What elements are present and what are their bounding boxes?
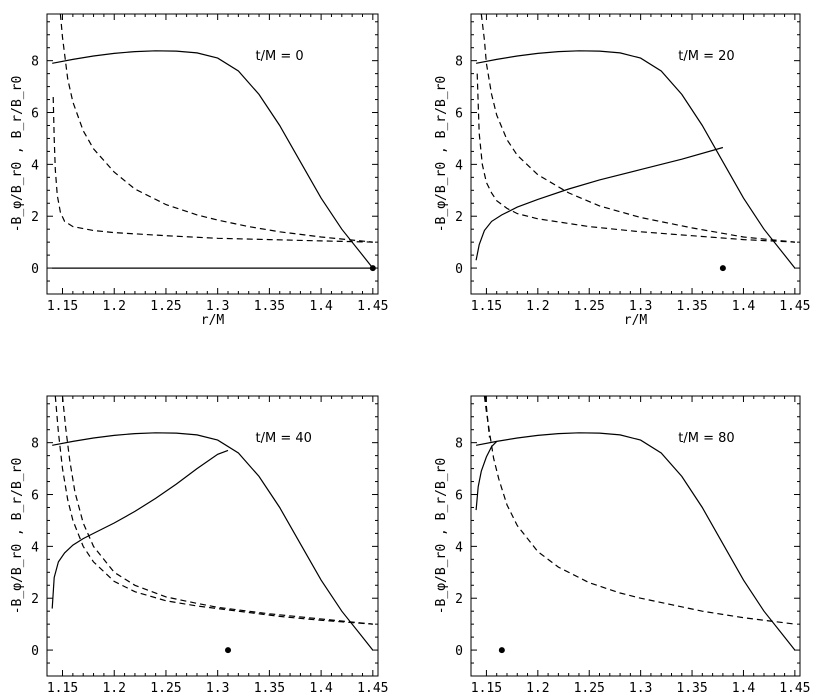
- panel-t20: 1.15 1.2 1.25 1.3 1.35 1.4 1.45 0 2 4 6 8 r/M -B_φ/B_…: [434, 13, 811, 328]
- series-line-0: [475, 50, 796, 269]
- series-line-1: [59, 14, 373, 243]
- y-tick-label: 0: [455, 644, 463, 659]
- x-axis-label: r/M: [624, 313, 648, 328]
- series-line-2: [52, 96, 373, 243]
- series-line-3: [54, 396, 373, 625]
- plot-frame: [46, 395, 379, 677]
- y-tick-label: 0: [31, 644, 39, 659]
- plot-frame: [46, 13, 379, 295]
- x-tick-label: 1.2: [526, 681, 549, 694]
- y-axis-label: -B_φ/B_r0 , B_r/B_r0: [10, 76, 25, 233]
- position-marker: [498, 647, 505, 654]
- x-tick-label: 1.45: [357, 299, 388, 314]
- position-marker: [369, 265, 376, 272]
- time-annotation: t/M = 80: [678, 431, 734, 446]
- y-tick-label: 6: [455, 489, 463, 504]
- x-tick-label: 1.15: [47, 681, 78, 694]
- panel-t0: 1.15 1.2 1.25 1.3 1.35 1.4 1.45 0 2 4 6 8 r/M -B_φ/B_…: [10, 13, 388, 328]
- x-tick-label: 1.4: [309, 681, 333, 694]
- time-annotation: t/M = 40: [256, 431, 312, 446]
- x-tick-label: 1.4: [309, 299, 333, 314]
- y-tick-label: 6: [31, 107, 39, 122]
- series-line-0: [52, 50, 374, 269]
- x-tick-label: 1.35: [676, 299, 707, 314]
- x-tick-label: 1.25: [574, 299, 605, 314]
- y-tick-label: 4: [31, 158, 39, 173]
- series-line-2: [61, 396, 373, 625]
- y-tick-label: 2: [455, 210, 463, 225]
- y-axis-label: -B_φ/B_r0 , B_r/B_r0: [10, 458, 25, 615]
- plot-frame: [470, 13, 801, 295]
- series-line-0: [475, 432, 796, 651]
- y-axis-label: -B_φ/B_r0 , B_r/B_r0: [434, 458, 449, 615]
- y-tick-label: 2: [31, 210, 39, 225]
- series-line-0: [52, 432, 374, 651]
- series-line-3: [484, 396, 491, 438]
- x-tick-label: 1.4: [732, 299, 756, 314]
- x-tick-label: 1.25: [574, 681, 605, 694]
- panel-t80: 1.151.21.251.31.351.41.4502468r/M-B_φ/B_…: [434, 395, 811, 694]
- x-tick-label: 1.3: [629, 299, 652, 314]
- y-tick-label: 8: [31, 55, 39, 70]
- y-tick-label: 2: [455, 592, 463, 607]
- position-marker: [719, 265, 726, 272]
- y-tick-label: 8: [455, 55, 463, 70]
- x-tick-label: 1.3: [206, 299, 229, 314]
- y-tick-label: 8: [455, 437, 463, 452]
- series-line-2: [476, 73, 795, 243]
- x-tick-label: 1.4: [732, 681, 756, 694]
- x-axis-label: r/M: [201, 313, 225, 328]
- x-tick-label: 1.2: [102, 681, 125, 694]
- x-tick-label: 1.2: [102, 299, 125, 314]
- panel-t40: 1.151.21.251.31.351.41.4502468r/M-B_φ/B_…: [10, 395, 388, 694]
- series-line-1: [51, 449, 229, 609]
- y-tick-label: 0: [455, 262, 463, 277]
- x-tick-label: 1.15: [471, 299, 502, 314]
- x-tick-label: 1.35: [254, 681, 285, 694]
- time-annotation: t/M = 20: [678, 49, 734, 64]
- plot-frame: [470, 395, 801, 677]
- series-line-1: [475, 146, 724, 261]
- y-tick-label: 0: [31, 262, 39, 277]
- y-axis-label: -B_φ/B_r0 , B_r/B_r0: [434, 76, 449, 233]
- y-tick-label: 6: [455, 107, 463, 122]
- time-annotation: t/M = 0: [256, 49, 304, 64]
- series-line-3: [480, 14, 795, 243]
- x-tick-label: 1.45: [357, 681, 388, 694]
- x-tick-label: 1.2: [526, 299, 549, 314]
- y-tick-label: 4: [31, 540, 39, 555]
- x-tick-label: 1.3: [629, 681, 652, 694]
- x-tick-label: 1.35: [254, 299, 285, 314]
- series-line-2: [483, 396, 795, 625]
- y-tick-label: 4: [455, 158, 463, 173]
- x-tick-label: 1.25: [150, 681, 181, 694]
- x-tick-label: 1.45: [779, 299, 810, 314]
- x-tick-label: 1.3: [206, 681, 229, 694]
- x-tick-label: 1.15: [471, 681, 502, 694]
- y-tick-label: 4: [455, 540, 463, 555]
- x-tick-label: 1.25: [150, 299, 181, 314]
- y-tick-label: 2: [31, 592, 39, 607]
- x-tick-label: 1.15: [47, 299, 78, 314]
- x-tick-label: 1.45: [779, 681, 810, 694]
- x-tick-label: 1.35: [676, 681, 707, 694]
- series-line-1: [475, 440, 498, 511]
- y-tick-label: 6: [31, 489, 39, 504]
- y-tick-label: 8: [31, 437, 39, 452]
- position-marker: [225, 647, 232, 654]
